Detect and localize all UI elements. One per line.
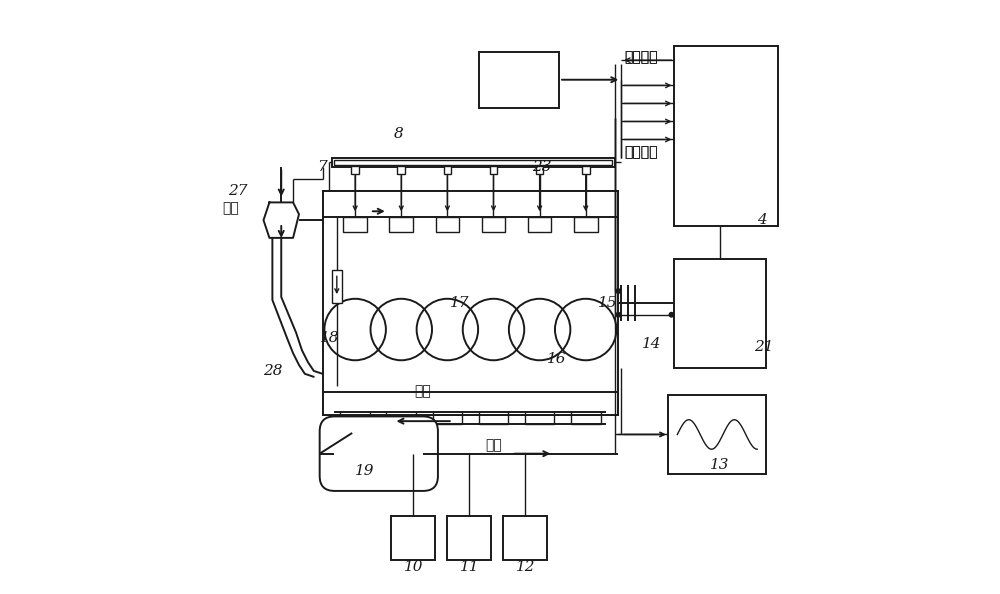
Bar [436,217,459,232]
Text: 19: 19 [355,465,375,478]
Text: 输入信号: 输入信号 [624,145,658,159]
Bar [334,160,612,165]
Bar [490,166,497,174]
Bar [389,217,413,232]
Text: 输出信号: 输出信号 [624,50,658,65]
Bar [397,166,405,174]
Text: 17: 17 [450,296,469,310]
Text: 输入信号: 输入信号 [624,145,658,159]
Bar [332,270,342,303]
Text: 16: 16 [547,352,567,366]
Bar [482,217,505,232]
Text: 14: 14 [642,337,661,351]
Bar [323,191,618,217]
Text: 排气: 排气 [414,384,431,399]
Bar [323,391,618,415]
Bar [574,217,598,232]
Text: 27: 27 [228,184,248,198]
Bar [447,516,491,560]
Text: 排气: 排气 [485,438,502,452]
Text: 28: 28 [264,364,283,378]
Bar [503,516,547,560]
Circle shape [615,312,621,318]
Circle shape [615,288,621,294]
Text: 进气: 进气 [222,201,239,215]
Bar [332,158,615,167]
Text: 7: 7 [317,160,326,174]
Bar [674,46,778,226]
Bar [674,258,766,368]
Bar [351,166,359,174]
Text: 23: 23 [533,160,552,174]
Bar [582,166,590,174]
Text: 21: 21 [754,340,774,354]
Bar [528,217,551,232]
Text: 12: 12 [516,560,535,574]
Bar [536,166,543,174]
Bar [323,191,618,415]
Text: 13: 13 [710,459,729,472]
Bar [444,166,451,174]
Text: 4: 4 [757,213,767,227]
Bar [479,52,559,108]
Text: 11: 11 [460,560,479,574]
Text: 输出信号: 输出信号 [624,50,658,65]
Text: 15: 15 [598,296,617,310]
Circle shape [668,312,674,318]
FancyBboxPatch shape [320,416,438,491]
Text: 8: 8 [394,128,403,141]
Polygon shape [264,203,299,238]
Bar [391,516,435,560]
Bar [343,217,367,232]
Text: 18: 18 [320,331,339,345]
Text: 10: 10 [404,560,423,574]
Bar [668,394,766,475]
